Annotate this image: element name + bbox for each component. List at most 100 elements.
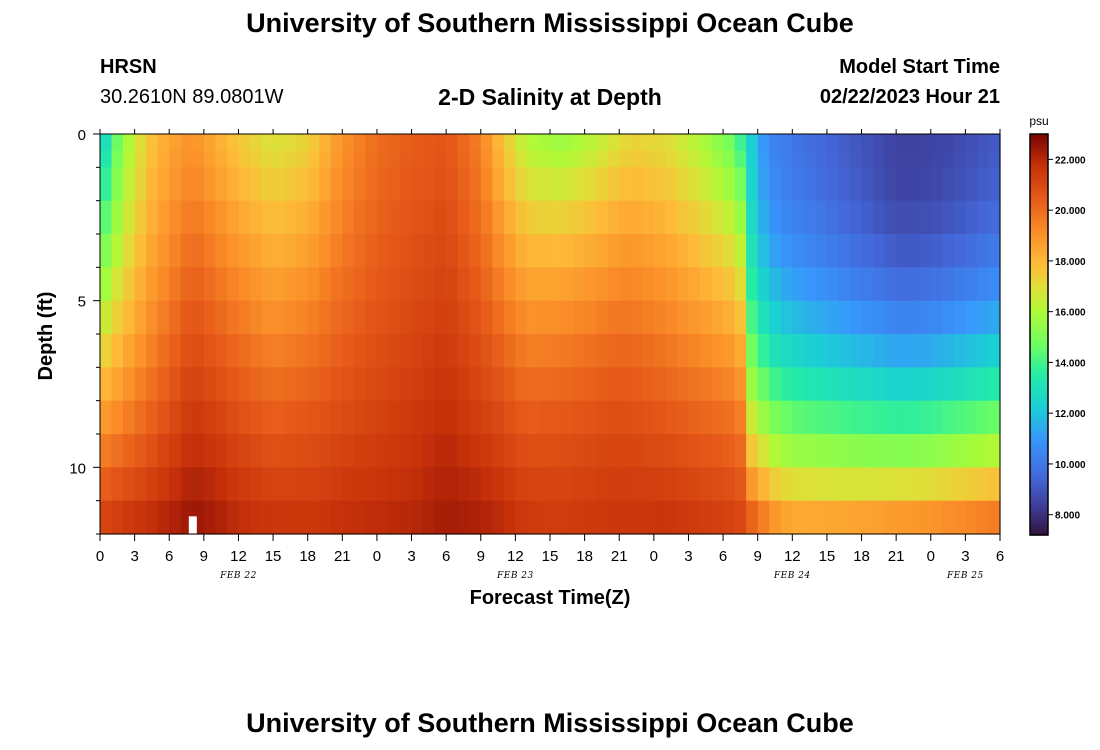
heatmap-cell	[169, 400, 182, 435]
heatmap-cell	[769, 150, 782, 168]
heatmap-cell	[896, 200, 909, 235]
colorbar-segment	[1030, 421, 1048, 426]
heatmap-cell	[953, 334, 966, 368]
heatmap-cell	[157, 334, 170, 368]
x-tick-label: 3	[130, 548, 138, 565]
heatmap-cell	[526, 134, 540, 152]
heatmap-cell	[838, 267, 851, 302]
heatmap-cell	[169, 234, 182, 268]
colorbar-segment	[1030, 468, 1048, 473]
page-title: University of Southern Mississippi Ocean…	[246, 8, 854, 38]
heatmap-cell	[676, 167, 690, 202]
heatmap-cell	[457, 334, 470, 368]
heatmap-cell	[769, 267, 782, 302]
heatmap-cell	[538, 167, 551, 202]
heatmap-cell	[642, 267, 655, 302]
x-tick-label: 6	[442, 548, 450, 565]
heatmap-cell	[803, 134, 816, 152]
heatmap-cell	[250, 234, 263, 268]
heatmap-cell	[907, 434, 920, 468]
heatmap-cell	[619, 334, 632, 368]
heatmap-cell	[192, 150, 205, 168]
x-tick-label: 9	[477, 548, 485, 565]
colorbar-segment	[1030, 371, 1048, 376]
heatmap-cell	[123, 167, 136, 202]
heatmap-cell	[642, 367, 655, 402]
heatmap-cell	[192, 167, 205, 202]
heatmap-cell	[238, 367, 251, 402]
heatmap-cell	[607, 267, 620, 302]
heatmap-cell	[665, 134, 678, 152]
colorbar-segment	[1030, 387, 1048, 392]
heatmap-cell	[792, 234, 805, 268]
heatmap-cell	[469, 367, 482, 402]
heatmap-cell	[319, 334, 332, 368]
heatmap-cell	[215, 150, 228, 168]
heatmap-cell	[919, 367, 932, 402]
heatmap-cell	[976, 167, 990, 202]
heatmap-cell	[561, 200, 574, 235]
heatmap-cell	[319, 267, 332, 302]
heatmap-cell	[330, 367, 343, 402]
heatmap-cell	[261, 234, 274, 268]
heatmap-cell	[238, 234, 251, 268]
heatmap-cell	[526, 334, 540, 368]
colorbar-tick-label: 20.000	[1055, 206, 1086, 217]
heatmap-cell	[573, 367, 586, 402]
heatmap-cell	[215, 134, 228, 152]
heatmap-cell	[769, 500, 782, 535]
heatmap-cell	[838, 167, 851, 202]
heatmap-cell	[457, 434, 470, 468]
heatmap-cell	[596, 467, 609, 502]
heatmap-cell	[550, 267, 563, 302]
heatmap-cell	[850, 334, 863, 368]
heatmap-cell	[688, 500, 701, 535]
heatmap-cell	[653, 467, 666, 502]
heatmap-cell	[134, 167, 147, 202]
x-tick-label: 12	[784, 548, 801, 565]
heatmap-cell	[676, 400, 690, 435]
heatmap-cell	[365, 500, 378, 535]
heatmap-cell	[838, 300, 851, 335]
heatmap-cell	[411, 300, 424, 335]
heatmap-cell	[365, 267, 378, 302]
heatmap-cell	[111, 167, 124, 202]
heatmap-cell	[446, 134, 459, 152]
heatmap-cell	[815, 300, 828, 335]
heatmap-cell	[284, 334, 297, 368]
heatmap-cell	[376, 334, 390, 368]
heatmap-cell	[434, 300, 447, 335]
heatmap-cell	[538, 400, 551, 435]
heatmap-cell	[192, 400, 205, 435]
heatmap-cell	[688, 434, 701, 468]
heatmap-cell	[388, 167, 401, 202]
heatmap-cell	[446, 500, 459, 535]
heatmap-cell	[169, 200, 182, 235]
heatmap-cell	[457, 267, 470, 302]
heatmap-cell	[942, 500, 955, 535]
heatmap-cell	[215, 167, 228, 202]
colorbar-segment	[1030, 150, 1048, 155]
heatmap-cell	[676, 134, 690, 152]
colorbar-segment	[1030, 384, 1048, 389]
heatmap-cell	[619, 267, 632, 302]
heatmap-cell	[411, 467, 424, 502]
heatmap-cell	[434, 267, 447, 302]
heatmap-cell	[284, 467, 297, 502]
heatmap-cell	[192, 234, 205, 268]
missing-data-marker	[188, 516, 197, 534]
heatmap-cell	[492, 334, 505, 368]
heatmap-cell	[884, 334, 897, 368]
heatmap-cell	[584, 367, 597, 402]
heatmap-cell	[711, 167, 724, 202]
station-coordinates: 30.2610N 89.0801W	[100, 86, 284, 108]
heatmap-cell	[642, 234, 655, 268]
heatmap-cell	[780, 334, 793, 368]
heatmap-cell	[988, 334, 1001, 368]
heatmap-cell	[146, 234, 159, 268]
colorbar-segment	[1030, 397, 1048, 402]
heatmap-cell	[792, 167, 805, 202]
heatmap-cell	[700, 134, 713, 152]
heatmap-cell	[192, 434, 205, 468]
colorbar-segment	[1030, 364, 1048, 369]
